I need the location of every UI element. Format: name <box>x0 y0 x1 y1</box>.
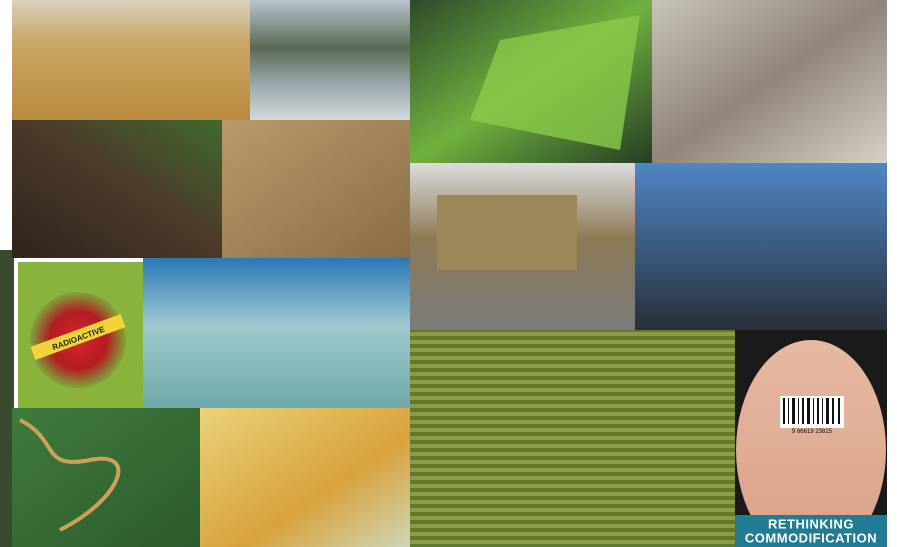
caption-line2: COMMODIFICATION <box>745 530 877 545</box>
river <box>19 418 121 532</box>
photo-city-river <box>250 0 410 120</box>
photo-cracked-earth <box>222 120 410 258</box>
barcode <box>780 396 844 428</box>
barcode-number: 9 66619 23815 <box>792 429 833 435</box>
photo-tuna <box>635 163 887 330</box>
edge-strip <box>0 250 14 547</box>
baby <box>736 340 886 547</box>
caption-line1: RETHINKING <box>768 516 854 531</box>
cage <box>437 195 577 270</box>
photo-corn <box>200 408 410 547</box>
photo-crop-field <box>410 330 735 547</box>
clearing <box>470 15 640 150</box>
photo-children <box>652 0 887 163</box>
caption-band <box>735 515 887 547</box>
photo-coral <box>143 258 410 408</box>
photo-harvest <box>12 0 250 120</box>
photo-river-dollar <box>12 408 200 547</box>
photo-burned-forest <box>12 120 222 258</box>
tape <box>30 314 126 360</box>
